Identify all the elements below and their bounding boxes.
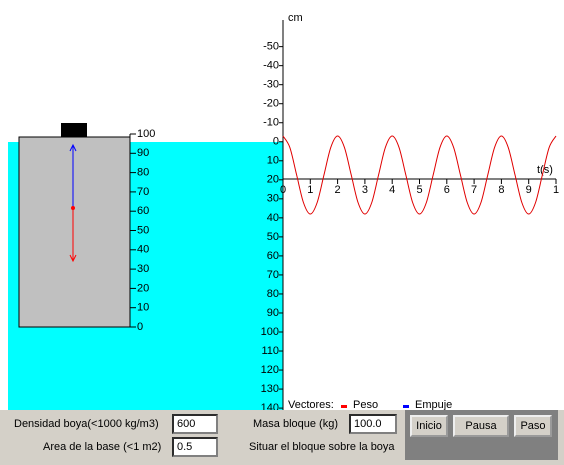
- y-tick-label: 110: [261, 345, 279, 357]
- y-axis-label: cm: [288, 12, 303, 24]
- scale-tick-label: 50: [137, 224, 149, 236]
- block: [61, 123, 87, 137]
- x-tick-label: 8: [498, 184, 504, 196]
- start-button[interactable]: Inicio: [410, 415, 448, 437]
- y-tick-label: -50: [263, 41, 279, 53]
- scale-tick-label: 90: [137, 147, 149, 159]
- scale-tick-label: 20: [137, 282, 149, 294]
- scale-tick-label: 60: [137, 205, 149, 217]
- y-tick-label: 120: [261, 364, 279, 376]
- legend-swatch: [403, 405, 409, 408]
- y-tick-label: 40: [267, 212, 279, 224]
- y-tick-label: 80: [267, 288, 279, 300]
- x-tick-label: 7: [471, 184, 477, 196]
- density-input[interactable]: 600: [172, 414, 218, 434]
- step-button[interactable]: Paso: [514, 415, 552, 437]
- area-label: Area de la base (<1 m2): [43, 441, 162, 453]
- arrow-head: [69, 254, 77, 263]
- scale-tick-label: 10: [137, 302, 149, 314]
- buoy: [18, 136, 131, 328]
- mass-label: Masa bloque (kg): [253, 418, 338, 430]
- y-tick-label: -40: [263, 60, 279, 72]
- y-tick-label: -30: [263, 79, 279, 91]
- y-tick-label: 90: [267, 307, 279, 319]
- curve: [282, 135, 557, 215]
- y-tick-label: 100: [261, 326, 279, 338]
- x-tick-label: 3: [362, 184, 368, 196]
- x-tick-label: 4: [389, 184, 395, 196]
- y-tick-label: 10: [267, 155, 279, 167]
- x-tick-label: 5: [416, 184, 422, 196]
- x-tick-label: 1: [307, 184, 313, 196]
- y-tick-label: -20: [263, 98, 279, 110]
- scale-tick-label: 40: [137, 244, 149, 256]
- scale-tick-label: 100: [137, 128, 155, 140]
- x-tick-label: 0: [280, 184, 286, 196]
- y-tick-label: 60: [267, 250, 279, 262]
- scale-tick-label: 30: [137, 263, 149, 275]
- legend-label: Peso: [353, 399, 378, 411]
- instruction: Situar el bloque sobre la boya: [249, 441, 395, 453]
- y-tick-label: 0: [273, 136, 279, 148]
- legend-label: Empuje: [415, 399, 452, 411]
- x-tick-label: 2: [335, 184, 341, 196]
- y-tick-label: -10: [263, 117, 279, 129]
- legend-title: Vectores:: [288, 399, 334, 411]
- x-axis-label: t(s): [537, 164, 553, 176]
- y-tick-label: 130: [261, 383, 279, 395]
- x-tick-label: 9: [526, 184, 532, 196]
- y-tick-label: 30: [267, 193, 279, 205]
- arrow-head: [69, 143, 77, 152]
- density-label: Densidad boya(<1000 kg/m3): [14, 418, 159, 430]
- scale-tick-label: 0: [137, 321, 143, 333]
- area-input[interactable]: 0.5: [172, 437, 218, 457]
- y-tick-label: 50: [267, 231, 279, 243]
- x-tick-label: 1: [553, 184, 559, 196]
- scale-tick-label: 80: [137, 167, 149, 179]
- legend-swatch: [341, 405, 347, 408]
- mass-input[interactable]: 100.0: [349, 414, 397, 434]
- y-tick-label: 70: [267, 269, 279, 281]
- scale-tick-label: 70: [137, 186, 149, 198]
- pause-button[interactable]: Pausa: [453, 415, 509, 437]
- y-tick-label: 20: [267, 174, 279, 186]
- center: [71, 206, 75, 210]
- x-tick-label: 6: [444, 184, 450, 196]
